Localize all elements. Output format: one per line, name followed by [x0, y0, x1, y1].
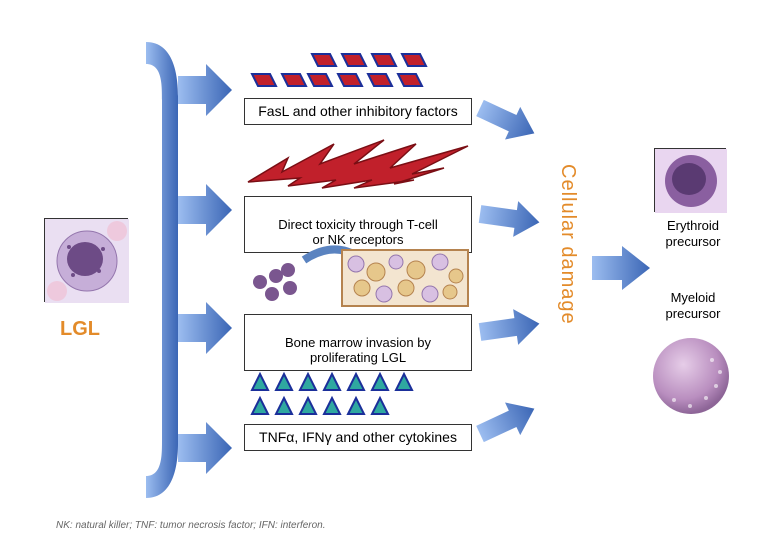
- diagram-canvas: LGL: [0, 0, 768, 551]
- myeloid-image: [650, 336, 732, 416]
- converge-arrows: [0, 0, 768, 551]
- myeloid-label: Myeloid precursor: [654, 290, 732, 321]
- erythroid-label: Erythroid precursor: [654, 218, 732, 249]
- cellular-damage-label: Cellular damage: [556, 164, 579, 374]
- footnote: NK: natural killer; TNF: tumor necrosis …: [56, 520, 326, 531]
- erythroid-image: [654, 148, 726, 212]
